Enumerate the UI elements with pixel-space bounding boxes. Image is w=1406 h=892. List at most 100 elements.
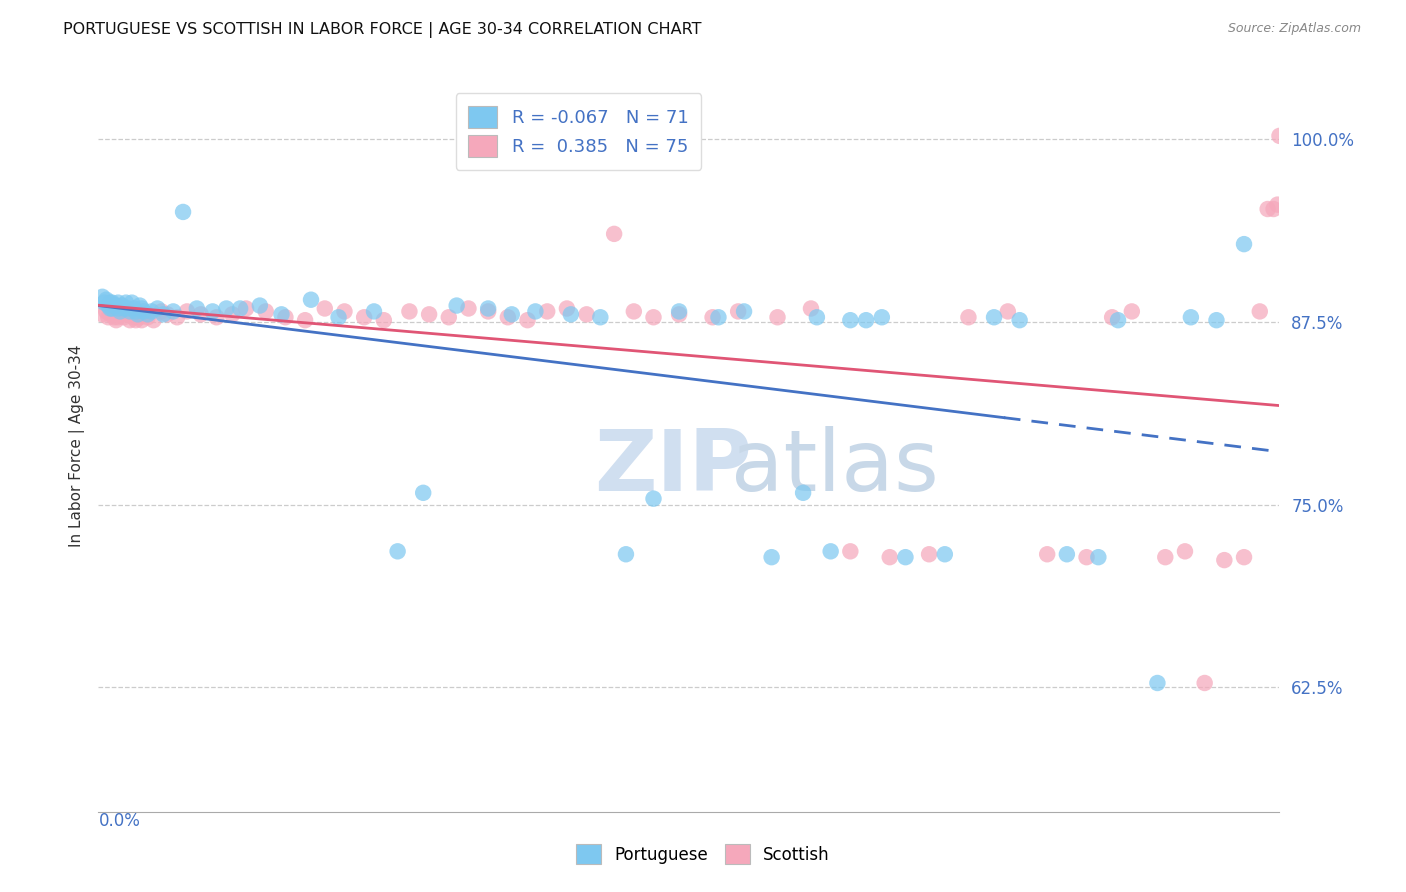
Point: [96, 293, 118, 307]
Point: [186, 301, 208, 316]
Point: [1101, 310, 1123, 325]
Point: [98, 307, 121, 321]
Point: [839, 544, 862, 558]
Point: [115, 295, 138, 310]
Point: [121, 307, 143, 321]
Point: [299, 293, 322, 307]
Point: [249, 299, 271, 313]
Point: [1174, 544, 1197, 558]
Point: [1121, 304, 1143, 318]
Point: [643, 491, 665, 506]
Point: [107, 295, 129, 310]
Point: [820, 544, 842, 558]
Point: [118, 313, 141, 327]
Point: [353, 310, 375, 325]
Point: [127, 307, 149, 321]
Text: atlas: atlas: [595, 426, 939, 509]
Point: [107, 310, 129, 325]
Point: [93, 295, 115, 310]
Point: [1257, 202, 1279, 216]
Point: [125, 304, 148, 318]
Point: [111, 307, 134, 321]
Point: [1056, 547, 1078, 561]
Point: [373, 313, 395, 327]
Point: [136, 310, 159, 325]
Point: [98, 301, 121, 316]
Point: [839, 313, 862, 327]
Point: [270, 307, 292, 321]
Point: [702, 310, 724, 325]
Point: [1008, 313, 1031, 327]
Point: [957, 310, 980, 325]
Point: [132, 304, 155, 318]
Point: [1267, 197, 1289, 211]
Point: [176, 304, 198, 318]
Point: [614, 547, 637, 561]
Point: [1146, 676, 1168, 690]
Point: [1194, 676, 1216, 690]
Point: [575, 307, 598, 321]
Point: [477, 304, 499, 318]
Point: [121, 295, 143, 310]
Point: [122, 301, 145, 316]
Point: [457, 301, 479, 316]
Y-axis label: In Labor Force | Age 30-34: In Labor Force | Age 30-34: [69, 344, 84, 548]
Point: [870, 310, 893, 325]
Point: [201, 304, 224, 318]
Point: [516, 313, 538, 327]
Point: [496, 310, 519, 325]
Point: [146, 301, 169, 316]
Point: [221, 307, 243, 321]
Point: [623, 304, 645, 318]
Point: [115, 304, 138, 318]
Point: [136, 307, 159, 321]
Point: [131, 313, 153, 327]
Point: [98, 295, 121, 310]
Point: [152, 307, 174, 321]
Point: [1249, 304, 1271, 318]
Point: [501, 307, 523, 321]
Point: [97, 310, 120, 325]
Point: [1205, 313, 1227, 327]
Point: [97, 299, 120, 313]
Point: [141, 304, 163, 318]
Point: [128, 299, 150, 313]
Point: [254, 304, 277, 318]
Point: [766, 310, 789, 325]
Point: [117, 307, 139, 321]
Point: [101, 301, 124, 316]
Point: [328, 310, 350, 325]
Point: [446, 299, 468, 313]
Point: [1180, 310, 1202, 325]
Point: [761, 550, 783, 565]
Point: [1268, 128, 1291, 143]
Point: [91, 290, 114, 304]
Point: [363, 304, 385, 318]
Text: ZIP: ZIP: [595, 426, 752, 509]
Point: [91, 307, 114, 321]
Point: [1087, 550, 1109, 565]
Point: [707, 310, 730, 325]
Point: [108, 304, 131, 318]
Point: [122, 310, 145, 325]
Point: [800, 301, 823, 316]
Point: [855, 313, 877, 327]
Point: [103, 299, 125, 313]
Point: [131, 301, 153, 316]
Point: [418, 307, 440, 321]
Point: [668, 304, 690, 318]
Point: [412, 485, 434, 500]
Point: [398, 304, 420, 318]
Point: [117, 301, 139, 316]
Point: [162, 304, 184, 318]
Point: [101, 304, 124, 318]
Point: [112, 301, 135, 316]
Point: [387, 544, 409, 558]
Point: [294, 313, 316, 327]
Point: [118, 304, 141, 318]
Point: [215, 301, 238, 316]
Point: [806, 310, 828, 325]
Point: [150, 304, 173, 318]
Point: [1107, 313, 1129, 327]
Point: [603, 227, 626, 241]
